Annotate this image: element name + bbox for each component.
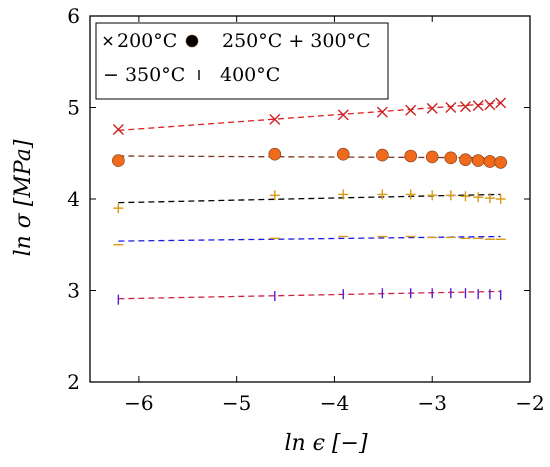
fit-line-2	[118, 193, 501, 204]
data-point-s1-0-a	[112, 154, 125, 167]
fit-line-0	[118, 102, 501, 132]
data-point-s0-2	[337, 109, 349, 121]
data-point-s0-9	[484, 99, 496, 111]
data-point-s2-10	[495, 194, 506, 204]
x-tick-label-1: −5	[222, 391, 251, 415]
y-tick-label-1: 3	[67, 279, 80, 303]
data-point-s2-3	[377, 189, 388, 200]
data-point-s2-9	[484, 193, 495, 204]
data-point-s1-1	[268, 147, 282, 161]
fit-line-4	[118, 290, 501, 300]
data-point-s0-1	[269, 113, 281, 125]
data-point-s0-1-b	[269, 113, 281, 125]
fit-line-3	[118, 235, 501, 242]
legend-marker-0	[103, 36, 113, 46]
data-point-s1-4-a	[404, 149, 418, 163]
legend-label-3: 400°C	[220, 64, 280, 86]
legend-label-1: 250°C + 300°C	[222, 30, 371, 52]
legend-marker-1	[185, 34, 199, 48]
data-point-s1-9-a	[483, 155, 497, 168]
data-point-s1-5	[425, 150, 439, 164]
data-point-s1-2	[336, 147, 350, 161]
data-point-s2-6	[445, 190, 456, 201]
data-point-s1-7-a	[459, 153, 472, 166]
data-point-s2-0	[113, 203, 124, 214]
y-axis-title: ln σ [MPa]	[11, 139, 36, 256]
data-point-s2-1	[269, 190, 280, 201]
data-point-s1-4	[404, 149, 418, 163]
legend: 200°C 250°C + 300°C − 350°C 400°C	[95, 22, 389, 100]
legend-marker-0-b	[103, 36, 113, 46]
data-point-s0-2-b	[337, 109, 349, 121]
data-point-s0-9-b	[484, 99, 496, 111]
data-point-s1-6	[444, 151, 458, 165]
data-point-s0-7-b	[459, 101, 471, 113]
data-point-s0-3	[376, 106, 388, 118]
data-point-s0-3-b	[376, 106, 388, 118]
y-tick-label-2: 4	[67, 187, 80, 211]
data-point-s1-0	[112, 154, 125, 167]
data-point-s1-8-a	[471, 154, 485, 167]
data-point-s1-6-a	[444, 151, 458, 165]
data-point-s0-5	[426, 102, 438, 114]
y-tick-label-0: 2	[67, 370, 80, 394]
data-point-s0-4	[405, 104, 417, 116]
x-axis-title: ln ϵ [−]	[284, 431, 368, 456]
data-point-s1-7	[459, 153, 472, 166]
data-point-s1-1-a	[268, 147, 282, 161]
data-point-s1-3-a	[376, 148, 389, 162]
x-tick-label-0: −6	[124, 391, 153, 415]
x-tick-label-2: −4	[320, 391, 349, 415]
data-point-s1-8	[471, 154, 485, 167]
data-point-s1-9	[483, 155, 497, 168]
data-point-s1-10-a	[494, 156, 507, 169]
fit-line-1	[118, 155, 501, 159]
x-tick-label-4: −2	[515, 391, 544, 415]
data-point-s0-7	[459, 101, 471, 113]
data-point-s2-4	[405, 189, 416, 200]
y-tick-label-4: 6	[67, 4, 80, 28]
y-tick-label-3: 5	[67, 96, 80, 120]
data-point-s0-0	[112, 123, 124, 135]
data-point-s2-2	[338, 189, 349, 200]
data-point-s1-2-a	[336, 147, 350, 161]
data-point-s0-10	[495, 97, 507, 109]
data-point-s0-8	[472, 100, 484, 112]
legend-label-0: 200°C	[117, 30, 177, 52]
legend-marker-1-a	[185, 34, 199, 48]
legend-label-2: − 350°C	[103, 64, 185, 86]
x-tick-label-3: −3	[417, 391, 446, 415]
data-point-s0-6	[445, 102, 457, 113]
data-point-s0-5-b	[426, 102, 438, 114]
data-point-s0-6-b	[445, 102, 457, 113]
legend-box	[95, 22, 389, 100]
data-point-s1-3	[376, 148, 389, 162]
data-point-s0-10-b	[495, 97, 507, 109]
data-point-s1-10	[494, 156, 507, 169]
data-point-s0-4-b	[405, 104, 417, 116]
data-point-s2-7	[460, 191, 471, 202]
data-point-s1-5-a	[425, 150, 439, 164]
data-point-s2-8	[473, 192, 484, 203]
data-point-s0-0-b	[112, 123, 124, 135]
data-point-s2-5	[427, 190, 438, 201]
data-point-s0-8-b	[472, 100, 484, 112]
